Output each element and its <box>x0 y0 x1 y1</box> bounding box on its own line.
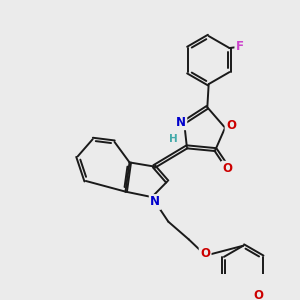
Text: O: O <box>222 162 232 175</box>
Text: O: O <box>226 119 236 132</box>
Text: N: N <box>150 196 160 208</box>
Text: H: H <box>169 134 178 144</box>
Text: O: O <box>253 289 263 300</box>
Text: N: N <box>176 116 186 129</box>
Text: F: F <box>236 40 244 53</box>
Text: O: O <box>200 247 210 260</box>
